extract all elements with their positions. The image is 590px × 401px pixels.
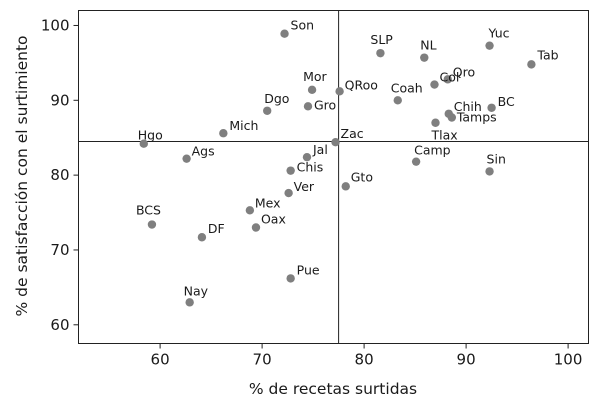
data-points (139, 29, 536, 307)
data-point (280, 29, 289, 38)
point-label: Nay (184, 283, 209, 298)
point-label: Mich (229, 118, 258, 133)
x-tick-label: 70 (253, 351, 272, 369)
point-label: Oax (261, 212, 286, 227)
point-label: Tab (536, 47, 558, 62)
point-label: Hgo (138, 128, 163, 143)
point-label: BCS (136, 203, 161, 218)
data-point (411, 157, 421, 166)
point-label: Ags (192, 144, 215, 159)
point-label: Dgo (264, 91, 289, 106)
point-label: Chis (297, 160, 324, 175)
point-label: Camp (414, 143, 451, 158)
point-label: SLP (370, 32, 393, 47)
point-label: Jal (312, 142, 328, 157)
data-point (443, 75, 452, 84)
data-point (487, 103, 496, 112)
point-label: BC (498, 94, 515, 109)
data-point (263, 106, 272, 115)
y-axis-ticks: 60 70 80 90 100 (41, 16, 79, 334)
x-tick-label: 60 (151, 351, 170, 369)
x-tick-label: 90 (457, 351, 476, 369)
data-point (485, 167, 494, 176)
data-point (341, 182, 350, 191)
point-label: Yuc (488, 26, 510, 41)
point-label: Gto (351, 169, 373, 184)
point-label: Mor (303, 69, 327, 84)
data-point (331, 138, 340, 147)
plot-area (78, 10, 589, 344)
point-label: Sin (487, 151, 506, 166)
x-tick-label: 80 (355, 351, 374, 369)
data-point (302, 152, 312, 162)
point-labels: Son SLP NL Yuc Tab Qro Mor QRoo Coah Col BC Dgo Gro C… (136, 18, 559, 299)
point-label: Gro (314, 97, 336, 112)
point-label: NL (420, 38, 436, 53)
reference-lines (78, 10, 589, 344)
x-tick-label: 100 (554, 351, 583, 369)
point-label: Son (291, 18, 315, 33)
point-label: Chih (454, 99, 482, 114)
data-point (431, 118, 440, 127)
data-point (485, 41, 494, 50)
point-label: Pue (297, 262, 320, 277)
data-point (286, 166, 295, 175)
data-point (376, 48, 385, 58)
data-point (393, 96, 402, 105)
data-point (245, 206, 255, 215)
point-label: DF (208, 221, 225, 236)
y-tick-label: 100 (41, 16, 70, 34)
point-label: Tamps (456, 110, 497, 125)
data-point (219, 129, 228, 138)
y-tick-label: 90 (50, 91, 69, 109)
y-tick-label: 60 (50, 316, 69, 334)
data-point (139, 139, 148, 148)
data-point (284, 188, 293, 198)
point-label: Qro (453, 64, 475, 79)
y-axis-title: % de satisfacción con el surtimiento (13, 35, 31, 316)
y-tick-label: 70 (50, 241, 69, 259)
point-label: Ver (294, 179, 315, 194)
data-point (303, 102, 313, 111)
point-label: Zac (341, 126, 364, 141)
data-point (185, 298, 194, 307)
point-label: Tlax (431, 128, 458, 143)
x-axis-ticks: 60 70 80 90 100 (151, 343, 583, 369)
data-point (430, 80, 439, 89)
data-point (197, 233, 207, 242)
y-tick-label: 80 (50, 166, 69, 184)
data-point (447, 113, 457, 122)
point-label: Mex (255, 195, 281, 210)
x-axis-title: % de recetas surtidas (249, 380, 417, 398)
point-label: QRoo (345, 77, 378, 92)
data-point (182, 154, 191, 163)
data-point (420, 53, 429, 62)
data-point (527, 60, 536, 69)
data-point (307, 85, 317, 95)
data-point (286, 274, 295, 283)
data-point (335, 87, 344, 96)
data-point (251, 223, 261, 232)
point-label: Col (439, 70, 459, 85)
data-point (147, 220, 157, 229)
point-label: Coah (391, 80, 423, 95)
